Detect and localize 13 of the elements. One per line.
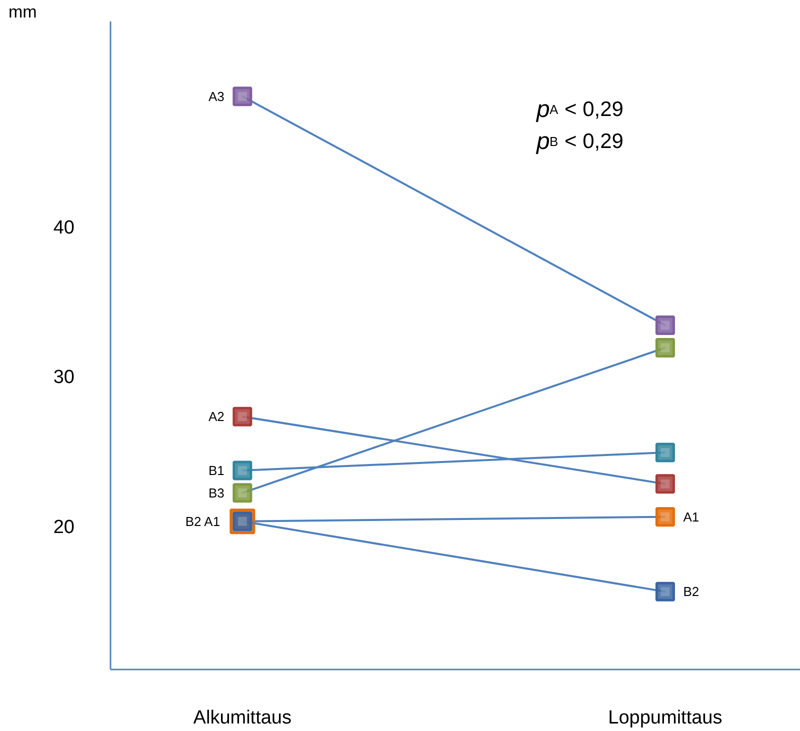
y-axis-title: mm — [8, 2, 37, 22]
y-tick-label: 30 — [53, 367, 75, 388]
annotation: A2 — [208, 409, 224, 424]
annotation: A3 — [208, 88, 224, 104]
annotation: B3 — [208, 485, 224, 500]
annotation: B2 A1 — [185, 514, 220, 529]
x-tick-label: Loppumittaus — [608, 708, 722, 728]
y-tick-label: 20 — [53, 516, 75, 538]
annotation: A1 — [683, 509, 700, 524]
annotation: B2 — [683, 584, 700, 600]
y-tick-label: 40 — [53, 218, 75, 239]
x-tick-label: Alkumittaus — [193, 708, 292, 728]
annotation: B1 — [208, 462, 224, 478]
